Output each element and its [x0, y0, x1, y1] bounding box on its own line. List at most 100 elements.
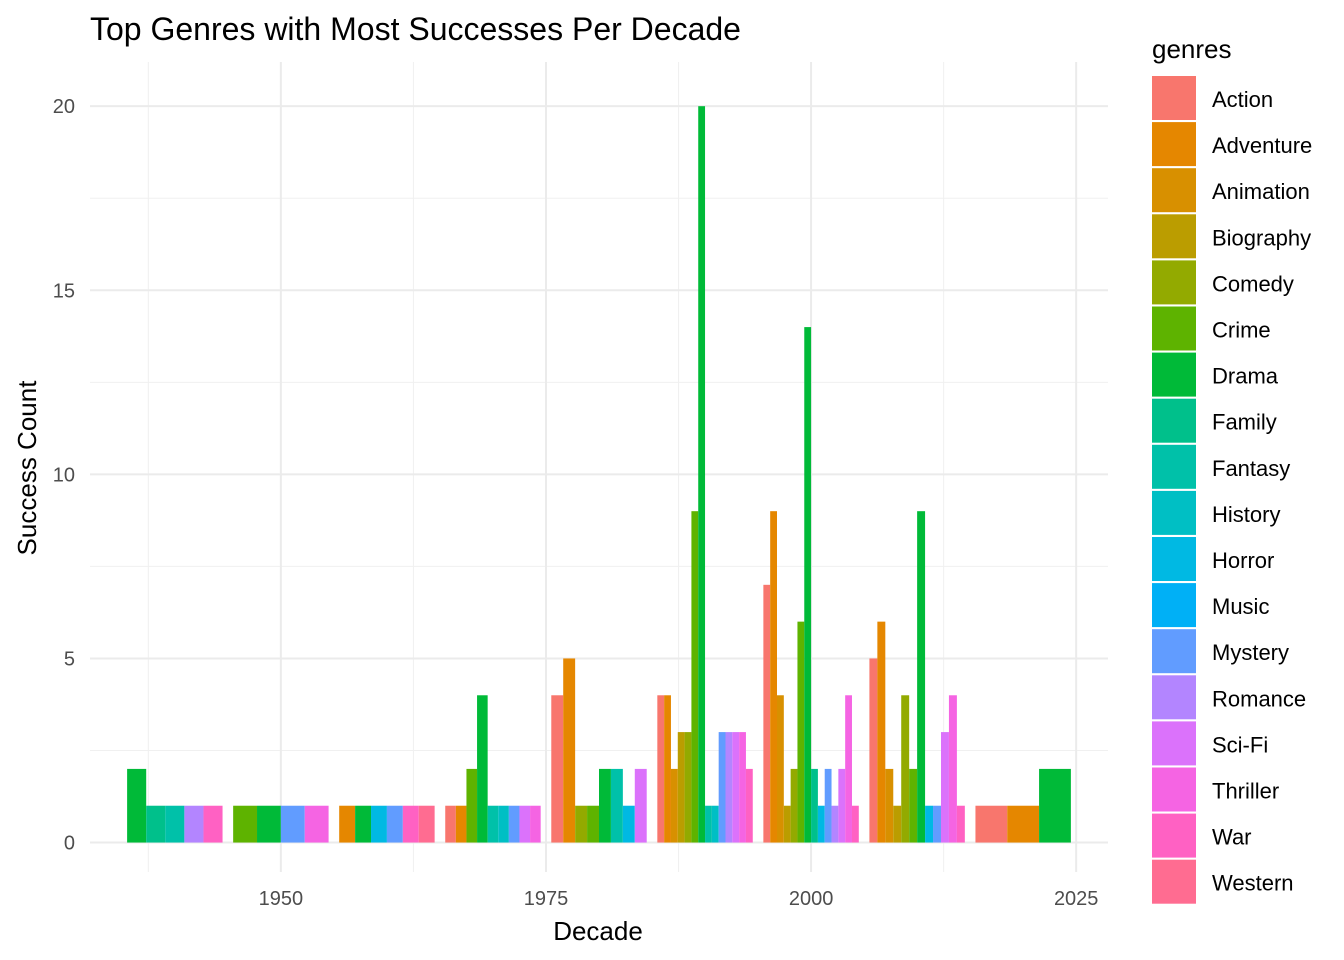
bar-1990-history	[711, 805, 719, 843]
y-tick-label: 20	[53, 96, 75, 118]
legend-label-comedy: Comedy	[1212, 271, 1294, 296]
bar-2010-biography	[893, 805, 902, 843]
bar-2000-mystery	[824, 768, 832, 843]
bar-1940-war	[203, 805, 223, 843]
y-axis-title: Success Count	[12, 380, 42, 556]
bar-1980-fantasy	[610, 768, 623, 843]
bar-1990-crime	[691, 511, 699, 843]
legend-label-thriller: Thriller	[1212, 779, 1279, 804]
legend-label-sci-fi: Sci-Fi	[1212, 732, 1268, 757]
bar-1960-drama	[355, 805, 372, 843]
y-tick-label: 5	[64, 648, 75, 670]
bar-1990-sci-fi	[732, 732, 740, 843]
bar-1970-adventure	[455, 805, 467, 843]
legend-key-family	[1152, 398, 1196, 443]
bar-2010-action	[869, 658, 878, 843]
bar-1990-fantasy	[705, 805, 712, 843]
legend-key-horror	[1152, 537, 1196, 581]
legend-label-horror: Horror	[1212, 548, 1274, 573]
legend-label-action: Action	[1212, 87, 1273, 112]
bar-2000-drama	[804, 327, 812, 843]
bar-1940-romance	[184, 805, 204, 843]
bar-1980-horror	[622, 805, 635, 843]
bar-2000-animation	[776, 695, 784, 843]
legend-key-crime	[1152, 306, 1196, 351]
bar-1970-history	[498, 805, 509, 843]
legend-label-history: History	[1212, 502, 1280, 527]
legend: genres Action Adventure Animation Biography…	[1152, 34, 1312, 904]
legend-label-drama: Drama	[1212, 364, 1279, 389]
bar-1990-romance	[725, 732, 733, 843]
legend-label-animation: Animation	[1212, 179, 1310, 204]
legend-key-romance	[1152, 675, 1196, 720]
x-tick-label: 1975	[524, 888, 569, 910]
bar-2000-thriller	[845, 695, 852, 843]
bar-1960-war	[402, 805, 419, 843]
bar-2000-biography	[783, 805, 791, 843]
legend-label-adventure: Adventure	[1212, 133, 1312, 158]
bar-2010-crime	[909, 768, 918, 843]
legend-key-sci-fi	[1152, 721, 1196, 766]
bar-1990-thriller	[739, 732, 746, 843]
bar-1980-sci-fi	[634, 768, 647, 843]
bar-2010-animation	[885, 768, 894, 843]
bar-1990-animation	[670, 768, 678, 843]
bar-1970-drama	[477, 695, 488, 843]
bar-2000-action	[763, 584, 771, 843]
x-tick-label: 1950	[259, 888, 304, 910]
bar-2010-war	[956, 805, 965, 843]
bar-2010-drama	[917, 511, 926, 843]
bar-1940-drama	[127, 768, 147, 843]
legend-label-mystery: Mystery	[1212, 640, 1289, 665]
bar-2020-drama	[1039, 768, 1071, 843]
bar-1980-action	[551, 695, 564, 843]
bar-2000-comedy	[790, 768, 798, 843]
legend-key-war	[1152, 813, 1196, 858]
bar-2010-mystery	[933, 805, 941, 843]
bar-2010-comedy	[901, 695, 910, 843]
bar-1990-action	[657, 695, 665, 843]
bar-1960-adventure	[339, 805, 356, 843]
bar-1960-horror	[371, 805, 387, 843]
bar-2000-romance	[831, 805, 839, 843]
bar-1980-adventure	[563, 658, 576, 843]
legend-key-adventure	[1152, 122, 1196, 167]
bars-layer	[127, 106, 1071, 843]
legend-title: genres	[1152, 34, 1232, 64]
legend-key-mystery	[1152, 629, 1196, 674]
legend-label-fantasy: Fantasy	[1212, 456, 1290, 481]
y-tick-label: 0	[64, 833, 75, 855]
bar-2000-adventure	[770, 511, 777, 843]
legend-key-comedy	[1152, 260, 1196, 305]
legend-key-action	[1152, 76, 1196, 120]
bar-1950-drama	[257, 805, 281, 843]
bar-1980-crime	[587, 805, 599, 843]
bar-1960-mystery	[386, 805, 403, 843]
bar-2010-adventure	[877, 621, 886, 843]
legend-label-romance: Romance	[1212, 686, 1306, 711]
legend-label-family: Family	[1212, 410, 1277, 435]
bar-1990-adventure	[664, 695, 671, 843]
bar-1970-thriller	[530, 805, 541, 843]
bar-1940-fantasy	[165, 805, 185, 843]
bar-2010-sci-fi	[940, 732, 949, 843]
legend-label-biography: Biography	[1212, 225, 1311, 250]
bar-2000-family	[811, 768, 818, 843]
bar-1980-drama	[599, 768, 611, 843]
legend-label-western: Western	[1212, 871, 1294, 896]
bar-1990-biography	[677, 732, 685, 843]
x-tick-label: 2025	[1054, 888, 1099, 910]
bar-2000-crime	[797, 621, 805, 843]
bar-1980-comedy	[575, 805, 588, 843]
bar-2000-horror	[817, 805, 825, 843]
bar-1950-thriller	[304, 805, 329, 843]
bar-2000-war	[851, 805, 859, 843]
bar-1990-drama	[698, 106, 706, 843]
bar-1950-crime	[233, 805, 258, 843]
bar-1970-sci-fi	[519, 805, 531, 843]
bar-1940-family	[146, 805, 166, 843]
bar-1990-mystery	[718, 732, 726, 843]
bar-2020-adventure	[1007, 805, 1040, 843]
y-tick-label: 15	[53, 280, 75, 302]
